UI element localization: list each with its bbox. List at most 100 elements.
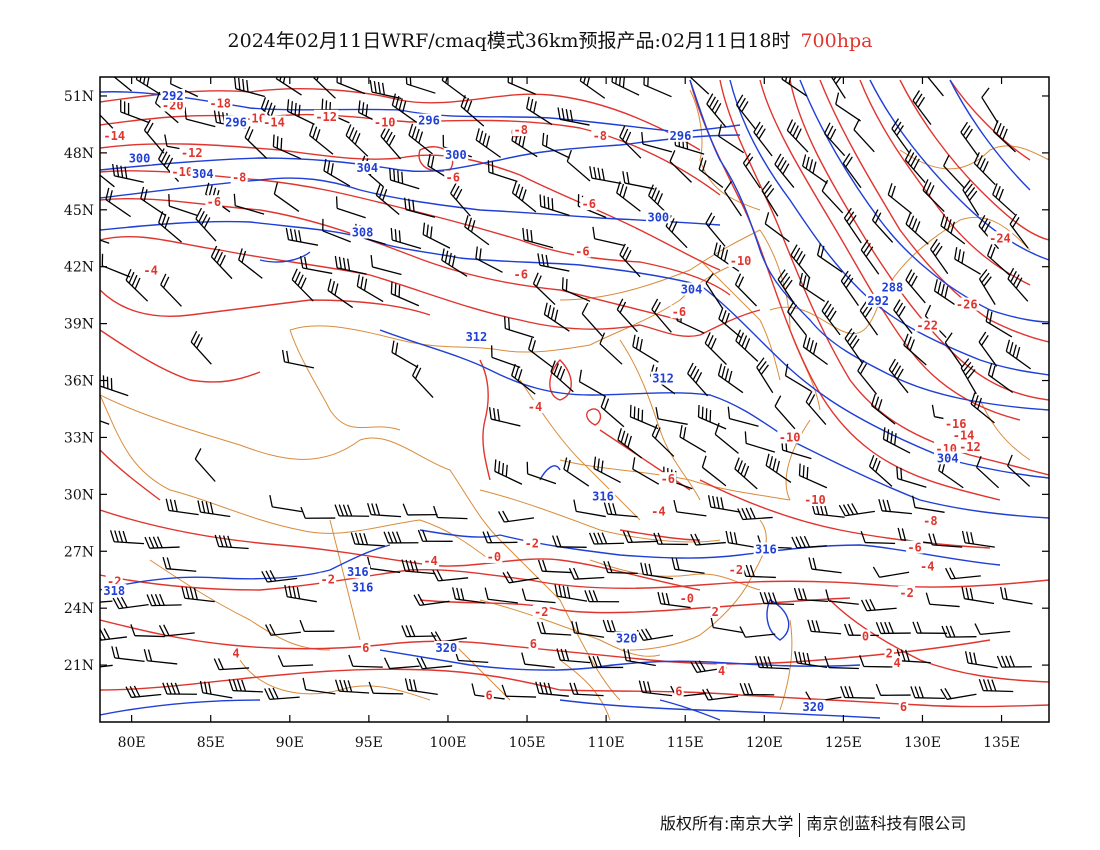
wind-barb-flag <box>521 135 526 148</box>
wind-barb-staff <box>391 351 419 368</box>
wind-barb-staff <box>765 464 792 483</box>
wind-barb <box>599 332 623 365</box>
wind-barb-flag <box>535 275 542 287</box>
wind-barb-flag <box>964 183 973 194</box>
wind-barb-flag <box>622 171 626 184</box>
wind-barb <box>334 504 370 517</box>
wind-barb-flag <box>269 494 273 507</box>
wind-barb-flag <box>383 657 391 669</box>
wind-barb-staff <box>628 540 659 544</box>
temperature-label-bg <box>918 559 936 573</box>
wind-barb-staff <box>782 449 812 460</box>
wind-barb-flag <box>482 531 489 543</box>
wind-barb-flag <box>914 93 923 105</box>
wind-barb-flag <box>893 299 901 311</box>
wind-barb-staff <box>491 418 521 427</box>
wind-barb-flag <box>824 656 830 668</box>
wind-barb-flag <box>421 529 428 542</box>
wind-barb-flag <box>402 503 409 516</box>
wind-barb <box>433 505 468 520</box>
wind-barb-flag <box>487 160 490 173</box>
temperature-label: -2 <box>321 573 335 587</box>
wind-barb-flag <box>893 121 902 133</box>
temperature-label: 2 <box>886 647 893 661</box>
wind-barb-flag <box>387 531 394 544</box>
wind-barb <box>313 77 336 99</box>
wind-barb-flag <box>565 278 568 291</box>
wind-barb <box>824 656 859 670</box>
wind-barb <box>532 272 556 306</box>
wind-barb-staff <box>872 219 894 243</box>
wind-barb <box>551 535 587 548</box>
wind-barb <box>992 183 1016 216</box>
wind-barb-flag <box>944 332 953 344</box>
wind-barb <box>940 687 977 700</box>
wind-barb-flag <box>263 99 270 112</box>
wind-barb-flag <box>162 682 168 695</box>
wind-barb <box>482 531 518 544</box>
wind-barb-flag <box>673 499 678 512</box>
wind-barb-staff <box>1009 223 1029 249</box>
wind-barb-flag <box>196 337 203 349</box>
wind-barb-staff <box>630 416 659 430</box>
wind-barb <box>162 682 197 695</box>
wind-barb-flag <box>603 502 609 515</box>
wind-barb <box>285 227 319 246</box>
wind-barb-flag <box>354 132 361 145</box>
wind-barb-flag <box>705 408 708 421</box>
wind-barb <box>996 655 1032 668</box>
wind-barb-flag <box>233 193 236 206</box>
wind-barb-staff <box>392 104 418 124</box>
wind-barb <box>791 535 827 549</box>
wind-barb-flag <box>168 194 170 207</box>
wind-barb-flag <box>146 122 154 134</box>
wind-barb-flag <box>891 362 899 374</box>
height-label: 316 <box>755 542 777 556</box>
wind-barb-flag <box>694 533 701 545</box>
wind-barb-staff <box>734 468 758 490</box>
wind-barb-staff <box>1007 278 1029 302</box>
wind-barb-flag <box>334 255 338 268</box>
wind-barb-flag <box>932 242 941 253</box>
temperature-label: 0 <box>862 630 869 644</box>
wind-barb-flag <box>451 255 456 268</box>
wind-barb-flag <box>734 273 742 285</box>
wind-barb-flag <box>193 334 201 346</box>
wind-barb-flag <box>943 216 949 229</box>
wind-barb-flag <box>368 681 374 694</box>
wind-barb <box>619 243 641 278</box>
wind-barb-flag <box>917 96 926 108</box>
temperature-label: -2 <box>729 563 743 577</box>
wind-barb-staff <box>524 663 555 669</box>
height-label-bg <box>443 147 469 161</box>
wind-barb-flag <box>949 625 956 638</box>
wind-barb-staff <box>475 257 503 273</box>
wind-barb-flag <box>768 456 774 469</box>
wind-barb-staff <box>190 341 212 365</box>
wind-barb-flag <box>521 652 526 665</box>
temperature-label: -0 <box>680 592 694 606</box>
wind-barb <box>727 406 759 427</box>
wind-barb-flag <box>569 682 575 695</box>
wind-barb-flag <box>999 125 1005 138</box>
wind-barb-flag <box>197 500 202 513</box>
wind-barb-flag <box>741 335 748 347</box>
wind-barb-flag <box>154 594 161 606</box>
wind-barb <box>905 212 929 245</box>
wind-barb <box>369 80 402 100</box>
wind-barb-flag <box>911 218 918 230</box>
temperature-label-bg <box>512 123 530 137</box>
wind-barb-flag <box>882 427 886 440</box>
wind-barb-staff <box>753 131 773 157</box>
wind-barb-staff <box>339 690 370 694</box>
wind-barb-staff <box>759 666 790 670</box>
temperature-label: -4 <box>143 264 157 278</box>
wind-barb-staff <box>676 511 707 517</box>
wind-barb-flag <box>916 621 922 634</box>
temperature-label-bg <box>951 428 976 442</box>
wind-barb-flag <box>743 683 750 695</box>
wind-barb-flag <box>864 307 873 318</box>
wind-barb-flag <box>869 598 876 611</box>
wind-barb-staff <box>136 78 163 96</box>
wind-barb-flag <box>218 535 224 547</box>
